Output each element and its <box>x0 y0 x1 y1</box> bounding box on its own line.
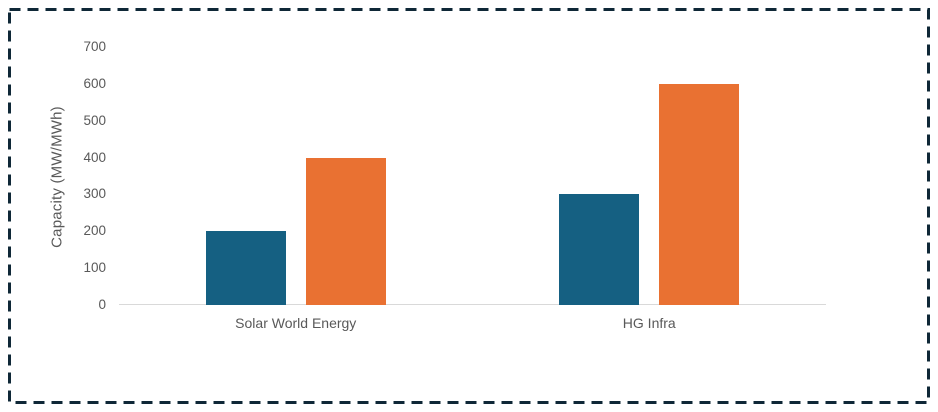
y-tick-label: 400 <box>83 149 106 165</box>
y-tick-label: 100 <box>83 260 106 276</box>
bar <box>559 194 640 305</box>
x-axis-line <box>119 304 826 305</box>
y-tick-label: 600 <box>83 75 106 91</box>
y-tick-label: 0 <box>98 297 106 312</box>
x-category-label: HG Infra <box>622 315 676 331</box>
y-tick-label: 200 <box>83 223 106 239</box>
bar <box>659 83 740 305</box>
x-category-label: Solar World Energy <box>235 315 357 331</box>
y-tick-label: 500 <box>83 112 106 128</box>
y-tick-label: 700 <box>83 39 106 54</box>
y-tick-label: 300 <box>83 186 106 202</box>
plot-area: Solar World Energy HG Infra <box>119 47 826 331</box>
bar <box>205 231 286 305</box>
bar <box>305 157 386 305</box>
